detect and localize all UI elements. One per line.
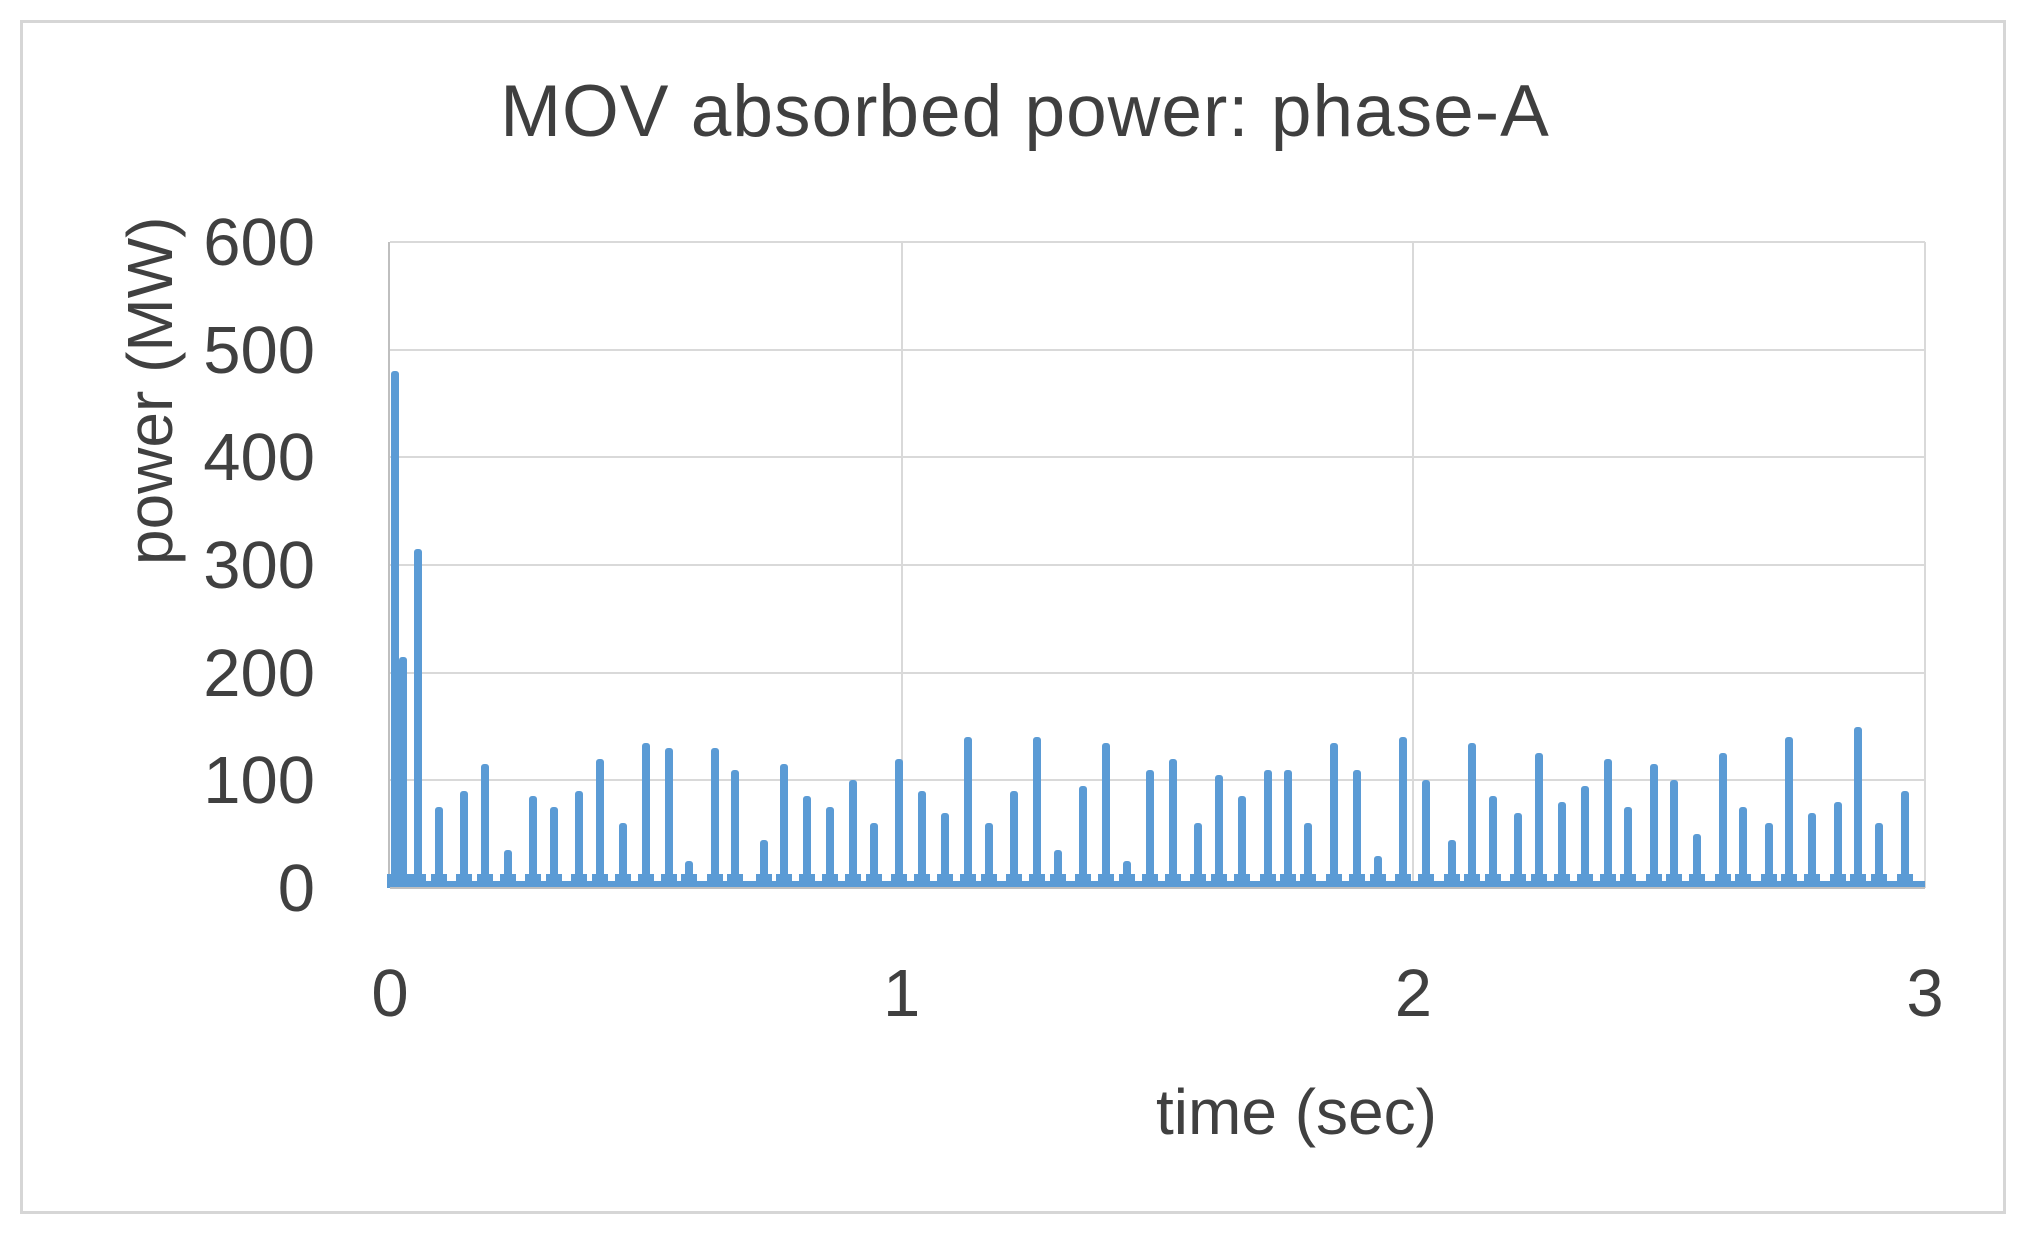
bar	[1304, 823, 1313, 888]
bar	[1488, 796, 1497, 888]
bar	[1557, 801, 1566, 888]
bar	[1900, 791, 1909, 888]
bar	[414, 548, 423, 888]
bar	[685, 861, 694, 888]
bar	[618, 823, 627, 888]
bar	[1053, 850, 1062, 888]
h-gridline-300	[390, 564, 1925, 566]
bar	[1010, 791, 1019, 888]
bar	[869, 823, 878, 888]
bar	[503, 850, 512, 888]
bar	[1624, 807, 1633, 888]
bar	[1693, 834, 1702, 888]
bar	[1649, 764, 1658, 888]
h-gridline-100	[390, 779, 1925, 782]
bar	[1214, 774, 1223, 888]
bar	[849, 780, 858, 888]
bar	[398, 656, 407, 888]
bar	[1373, 855, 1382, 888]
bar	[1785, 737, 1794, 888]
y-tick-label-500: 500	[203, 312, 315, 388]
bar	[1330, 742, 1339, 888]
bar	[391, 371, 400, 888]
bar	[779, 764, 788, 888]
bar	[710, 748, 719, 888]
bar	[1764, 823, 1773, 888]
bar	[1718, 753, 1727, 888]
bar	[664, 748, 673, 888]
bar	[1237, 796, 1246, 888]
bar	[460, 791, 469, 888]
bar	[549, 807, 558, 888]
x-tick-label-0: 0	[371, 956, 409, 1031]
bar	[918, 791, 927, 888]
h-gridline-600	[390, 241, 1925, 243]
x-tick-label-1: 1	[883, 956, 921, 1031]
bar	[731, 769, 740, 888]
bar	[1739, 807, 1748, 888]
bar	[1102, 742, 1111, 888]
bar	[434, 807, 443, 888]
bar	[1447, 839, 1456, 888]
bar	[1283, 769, 1292, 888]
bar	[1145, 769, 1154, 888]
bar	[1079, 785, 1088, 888]
bar	[1194, 823, 1203, 888]
bar	[964, 737, 973, 888]
bar	[1033, 737, 1042, 888]
bar	[1603, 758, 1612, 888]
chart-frame	[20, 20, 2006, 1214]
y-tick-label-300: 300	[203, 528, 315, 603]
h-gridline-200	[390, 671, 1925, 674]
bar	[1670, 780, 1679, 888]
bar	[984, 823, 993, 888]
bar	[1534, 753, 1543, 888]
plot-area	[387, 241, 1926, 889]
bar	[759, 839, 768, 888]
bar	[1168, 758, 1177, 888]
bar	[1808, 812, 1817, 888]
bar	[1353, 769, 1362, 888]
bar	[941, 812, 950, 888]
y-tick-label-400: 400	[203, 420, 315, 496]
v-gridline-1	[900, 242, 903, 888]
bar	[1874, 823, 1883, 888]
bar	[1468, 742, 1477, 888]
h-gridline-400	[390, 456, 1925, 459]
v-gridline-3	[1924, 242, 1926, 888]
h-gridline-500	[390, 348, 1925, 351]
x-tick-label-2: 2	[1394, 956, 1432, 1031]
bar	[529, 796, 538, 888]
bar	[1399, 737, 1408, 888]
bar	[1122, 861, 1131, 888]
bar	[803, 796, 811, 888]
bar	[1422, 780, 1431, 888]
v-gridline-2	[1412, 242, 1415, 888]
bar	[895, 758, 904, 888]
bar	[1263, 769, 1272, 888]
x-tick-label-3: 3	[1906, 956, 1944, 1031]
bar	[480, 764, 489, 888]
bar	[641, 742, 650, 888]
chart-title: MOV absorbed power: phase-A	[500, 71, 1550, 152]
bar	[826, 807, 835, 888]
y-tick-label-100: 100	[203, 743, 315, 819]
y-tick-label-0: 0	[277, 851, 315, 926]
bar	[1514, 812, 1523, 888]
bar	[575, 791, 584, 888]
bar	[595, 758, 604, 888]
bar	[1580, 785, 1589, 888]
y-axis-line	[388, 242, 390, 888]
y-tick-label-200: 200	[203, 635, 315, 711]
y-tick-label-600: 600	[203, 205, 315, 280]
bar	[1854, 726, 1863, 888]
x-axis-line	[390, 887, 1925, 889]
bar	[1834, 801, 1843, 888]
